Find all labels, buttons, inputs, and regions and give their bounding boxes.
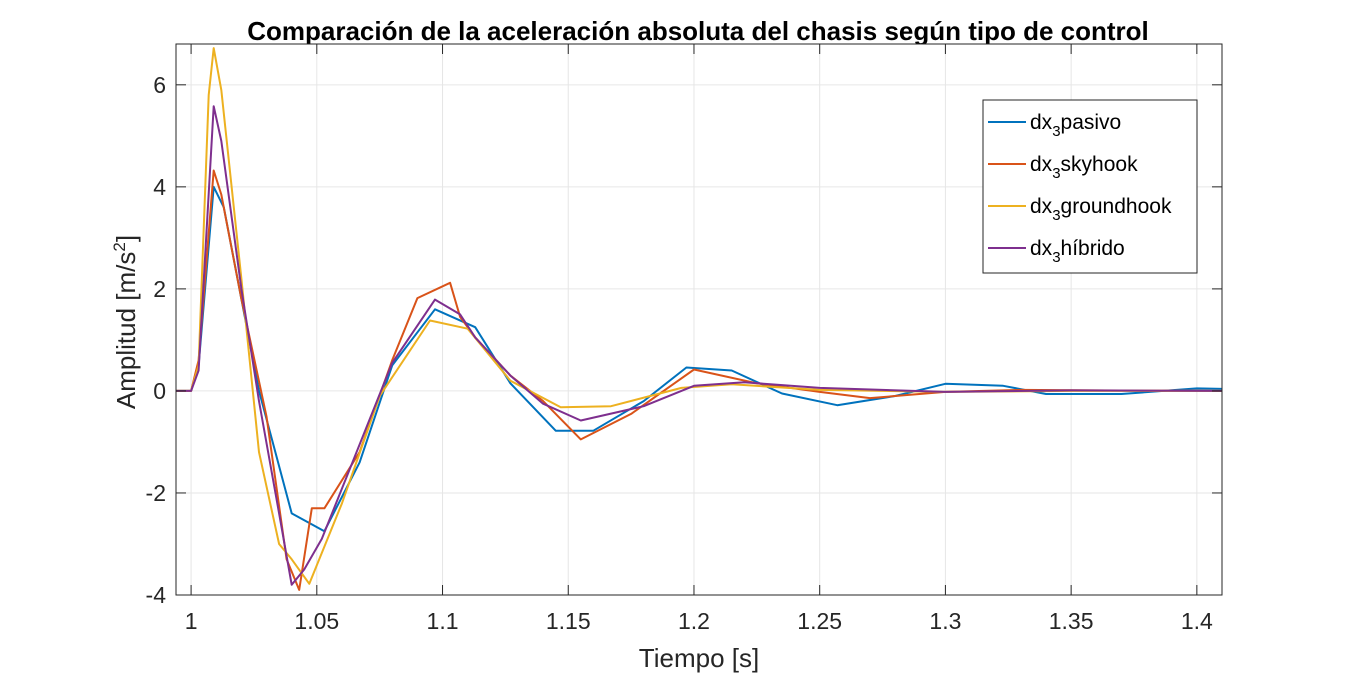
series-line-groundhook [176,47,1222,585]
x-tick-label: 1.4 [1181,608,1213,634]
plot-frame [175,43,1223,596]
legend-label-rest: groundhook [1061,195,1172,218]
series-line-híbrido [176,105,1223,586]
axis-ticks [176,44,1222,596]
legend-box [982,99,1198,274]
x-tick-label: 1.05 [294,608,339,634]
legend-label-sub: 3 [1052,165,1060,182]
x-tick-label: 1.2 [678,608,710,634]
y-tick-label: 0 [153,378,166,404]
legend-label-rest: skyhook [1061,153,1139,176]
y-tick-label: 2 [153,276,166,302]
y-tick-label: -4 [146,582,167,608]
x-tick-labels: 1 1.05 1.1 1.15 1.2 1.25 1.3 1.35 1.4 [185,608,1213,634]
legend-label-rest: pasivo [1061,111,1122,134]
series-lines [176,47,1223,591]
x-tick-label: 1 [185,608,198,634]
legend: dx3pasivodx3skyhookdx3groundhookdx3híbri… [982,99,1198,274]
legend-label-sub: 3 [1052,207,1060,224]
y-axis-label-end: ] [111,235,141,242]
x-tick-label: 1.25 [797,608,842,634]
x-tick-label: 1.35 [1049,608,1094,634]
legend-label-main: dx [1030,237,1053,260]
legend-entry-label: dx3híbrido [1030,237,1125,266]
legend-label-main: dx [1030,111,1053,134]
y-tick-label: -2 [146,480,166,506]
x-tick-label: 1.15 [546,608,591,634]
y-axis-label-main: Amplitud [m/s [111,252,141,410]
y-tick-label: 4 [153,174,166,200]
legend-label-sub: 3 [1052,123,1060,140]
legend-entry-label: dx3groundhook [1030,195,1172,224]
x-axis-label: Tiempo [s] [639,643,759,673]
y-tick-label: 6 [153,72,166,98]
legend-label-main: dx [1030,153,1053,176]
legend-label-sub: 3 [1052,249,1060,266]
y-axis-label: Amplitud [m/s2] [110,235,141,409]
x-tick-label: 1.3 [929,608,961,634]
grid-lines [176,44,1222,596]
x-tick-label: 1.1 [427,608,459,634]
y-axis-label-sup: 2 [110,242,129,251]
y-tick-labels: -4 -2 0 2 4 6 [146,72,167,608]
legend-label-main: dx [1030,195,1053,218]
series-line-skyhook [176,169,1223,591]
legend-label-rest: híbrido [1061,237,1125,260]
chart-title: Comparación de la aceleración absoluta d… [247,16,1149,46]
legend-entry-label: dx3skyhook [1030,153,1138,182]
legend-entry-label: dx3pasivo [1030,111,1121,140]
